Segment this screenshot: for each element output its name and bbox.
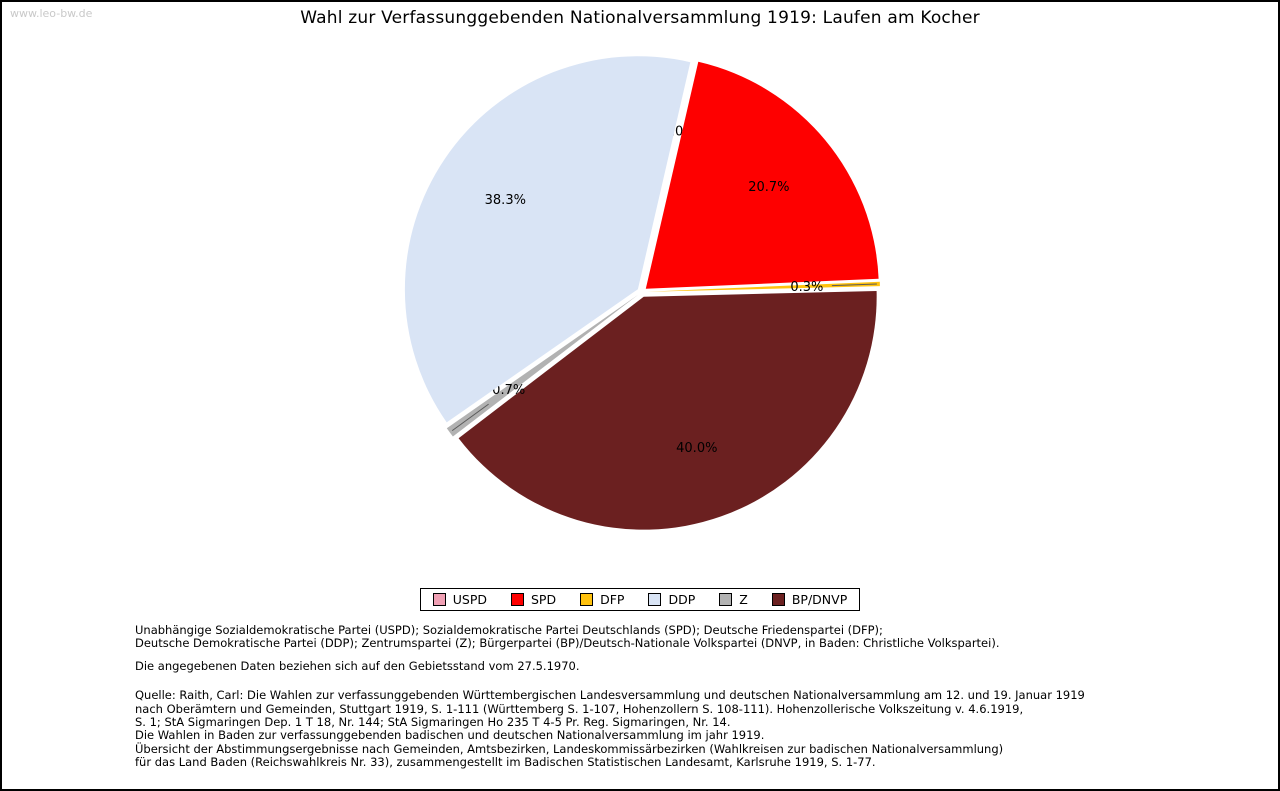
label-leader-line bbox=[451, 403, 489, 432]
footer-line: für das Land Baden (Reichswahlkreis Nr. … bbox=[135, 755, 876, 770]
legend-swatch-bp-dnvp bbox=[771, 593, 785, 606]
legend-swatch-uspd bbox=[432, 593, 446, 606]
legend-label: DFP bbox=[600, 592, 625, 607]
legend-item: DDP bbox=[648, 592, 695, 607]
footer-line: S. 1; StA Sigmaringen Dep. 1 T 18, Nr. 1… bbox=[135, 715, 731, 730]
footer-line: Übersicht der Abstimmungsergebnisse nach… bbox=[135, 741, 1004, 756]
footer-note: Die angegebenen Daten beziehen sich auf … bbox=[135, 658, 1085, 673]
pie-slice-spd bbox=[645, 61, 879, 289]
legend-label: SPD bbox=[531, 592, 557, 607]
label-leader-line bbox=[831, 283, 877, 287]
slice-label-bp-dnvp: 40.0% bbox=[676, 441, 717, 456]
legend-label: Z bbox=[739, 592, 748, 607]
footer-line: Deutsche Demokratische Partei (DDP); Zen… bbox=[135, 636, 1000, 651]
footer: Unabhängige Sozialdemokratische Partei (… bbox=[135, 623, 1085, 770]
chart-title: Wahl zur Verfassunggebenden Nationalvers… bbox=[300, 8, 980, 28]
watermark: www.leo-bw.de bbox=[10, 7, 93, 20]
slice-label-uspd: 0.0% bbox=[663, 125, 696, 140]
slice-label-ddp: 38.3% bbox=[485, 193, 526, 208]
footer-line: Die Wahlen in Baden zur verfassunggebend… bbox=[135, 728, 765, 743]
legend-swatch-z bbox=[719, 593, 733, 606]
footer-parties: Unabhängige Sozialdemokratische Partei (… bbox=[135, 623, 1085, 651]
legend-label: USPD bbox=[452, 592, 487, 607]
legend-swatch-dfp bbox=[580, 593, 594, 606]
pie-slice-bp-dnvp bbox=[458, 291, 877, 530]
legend: USPD SPD DFP DDP Z BP/DNVP bbox=[419, 588, 861, 611]
footer-line: nach Oberämtern und Gemeinden, Stuttgart… bbox=[135, 701, 1024, 716]
pie-slice-z bbox=[446, 294, 638, 437]
pie-slice-dfp bbox=[647, 281, 880, 292]
slice-label-spd: 20.7% bbox=[748, 180, 789, 195]
legend-item: SPD bbox=[511, 592, 556, 607]
legend-item: Z bbox=[719, 592, 748, 607]
legend-label: DDP bbox=[668, 592, 696, 607]
footer-line: Quelle: Raith, Carl: Die Wahlen zur verf… bbox=[135, 688, 1085, 703]
footer-line: Unabhängige Sozialdemokratische Partei (… bbox=[135, 623, 883, 637]
legend-swatch-ddp bbox=[648, 593, 662, 606]
footer-source: Quelle: Raith, Carl: Die Wahlen zur verf… bbox=[135, 688, 1085, 770]
legend-item: USPD bbox=[432, 592, 487, 607]
legend-item: DFP bbox=[580, 592, 624, 607]
legend-label: BP/DNVP bbox=[791, 592, 848, 607]
slice-label-z: 0.7% bbox=[492, 383, 525, 398]
pie-slice-ddp bbox=[404, 56, 691, 423]
legend-swatch-spd bbox=[511, 593, 524, 606]
legend-row: USPD SPD DFP DDP Z BP/DNVP bbox=[2, 588, 1278, 611]
slice-label-dfp: 0.3% bbox=[790, 280, 823, 295]
footer-line: Die angegebenen Daten beziehen sich auf … bbox=[135, 658, 580, 673]
legend-item: BP/DNVP bbox=[771, 592, 848, 607]
